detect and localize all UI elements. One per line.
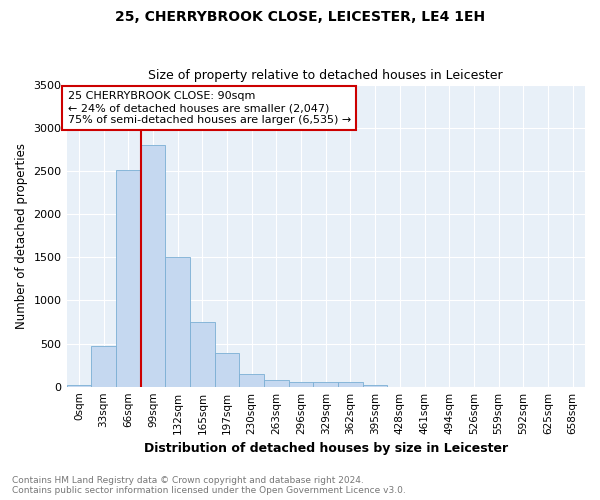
- Bar: [91, 346, 116, 387]
- Text: Contains HM Land Registry data © Crown copyright and database right 2024.
Contai: Contains HM Land Registry data © Crown c…: [12, 476, 406, 495]
- Bar: [289, 382, 313, 386]
- Bar: [190, 322, 215, 386]
- Text: 25 CHERRYBROOK CLOSE: 90sqm
← 24% of detached houses are smaller (2,047)
75% of : 25 CHERRYBROOK CLOSE: 90sqm ← 24% of det…: [68, 92, 351, 124]
- Bar: [140, 145, 165, 386]
- Bar: [116, 170, 140, 386]
- Y-axis label: Number of detached properties: Number of detached properties: [15, 142, 28, 328]
- Bar: [338, 382, 363, 386]
- Bar: [363, 384, 388, 386]
- Text: 25, CHERRYBROOK CLOSE, LEICESTER, LE4 1EH: 25, CHERRYBROOK CLOSE, LEICESTER, LE4 1E…: [115, 10, 485, 24]
- Bar: [239, 374, 264, 386]
- Bar: [313, 382, 338, 386]
- Bar: [264, 380, 289, 386]
- X-axis label: Distribution of detached houses by size in Leicester: Distribution of detached houses by size …: [144, 442, 508, 455]
- Bar: [67, 384, 91, 386]
- Bar: [165, 257, 190, 386]
- Title: Size of property relative to detached houses in Leicester: Size of property relative to detached ho…: [148, 69, 503, 82]
- Bar: [215, 353, 239, 386]
